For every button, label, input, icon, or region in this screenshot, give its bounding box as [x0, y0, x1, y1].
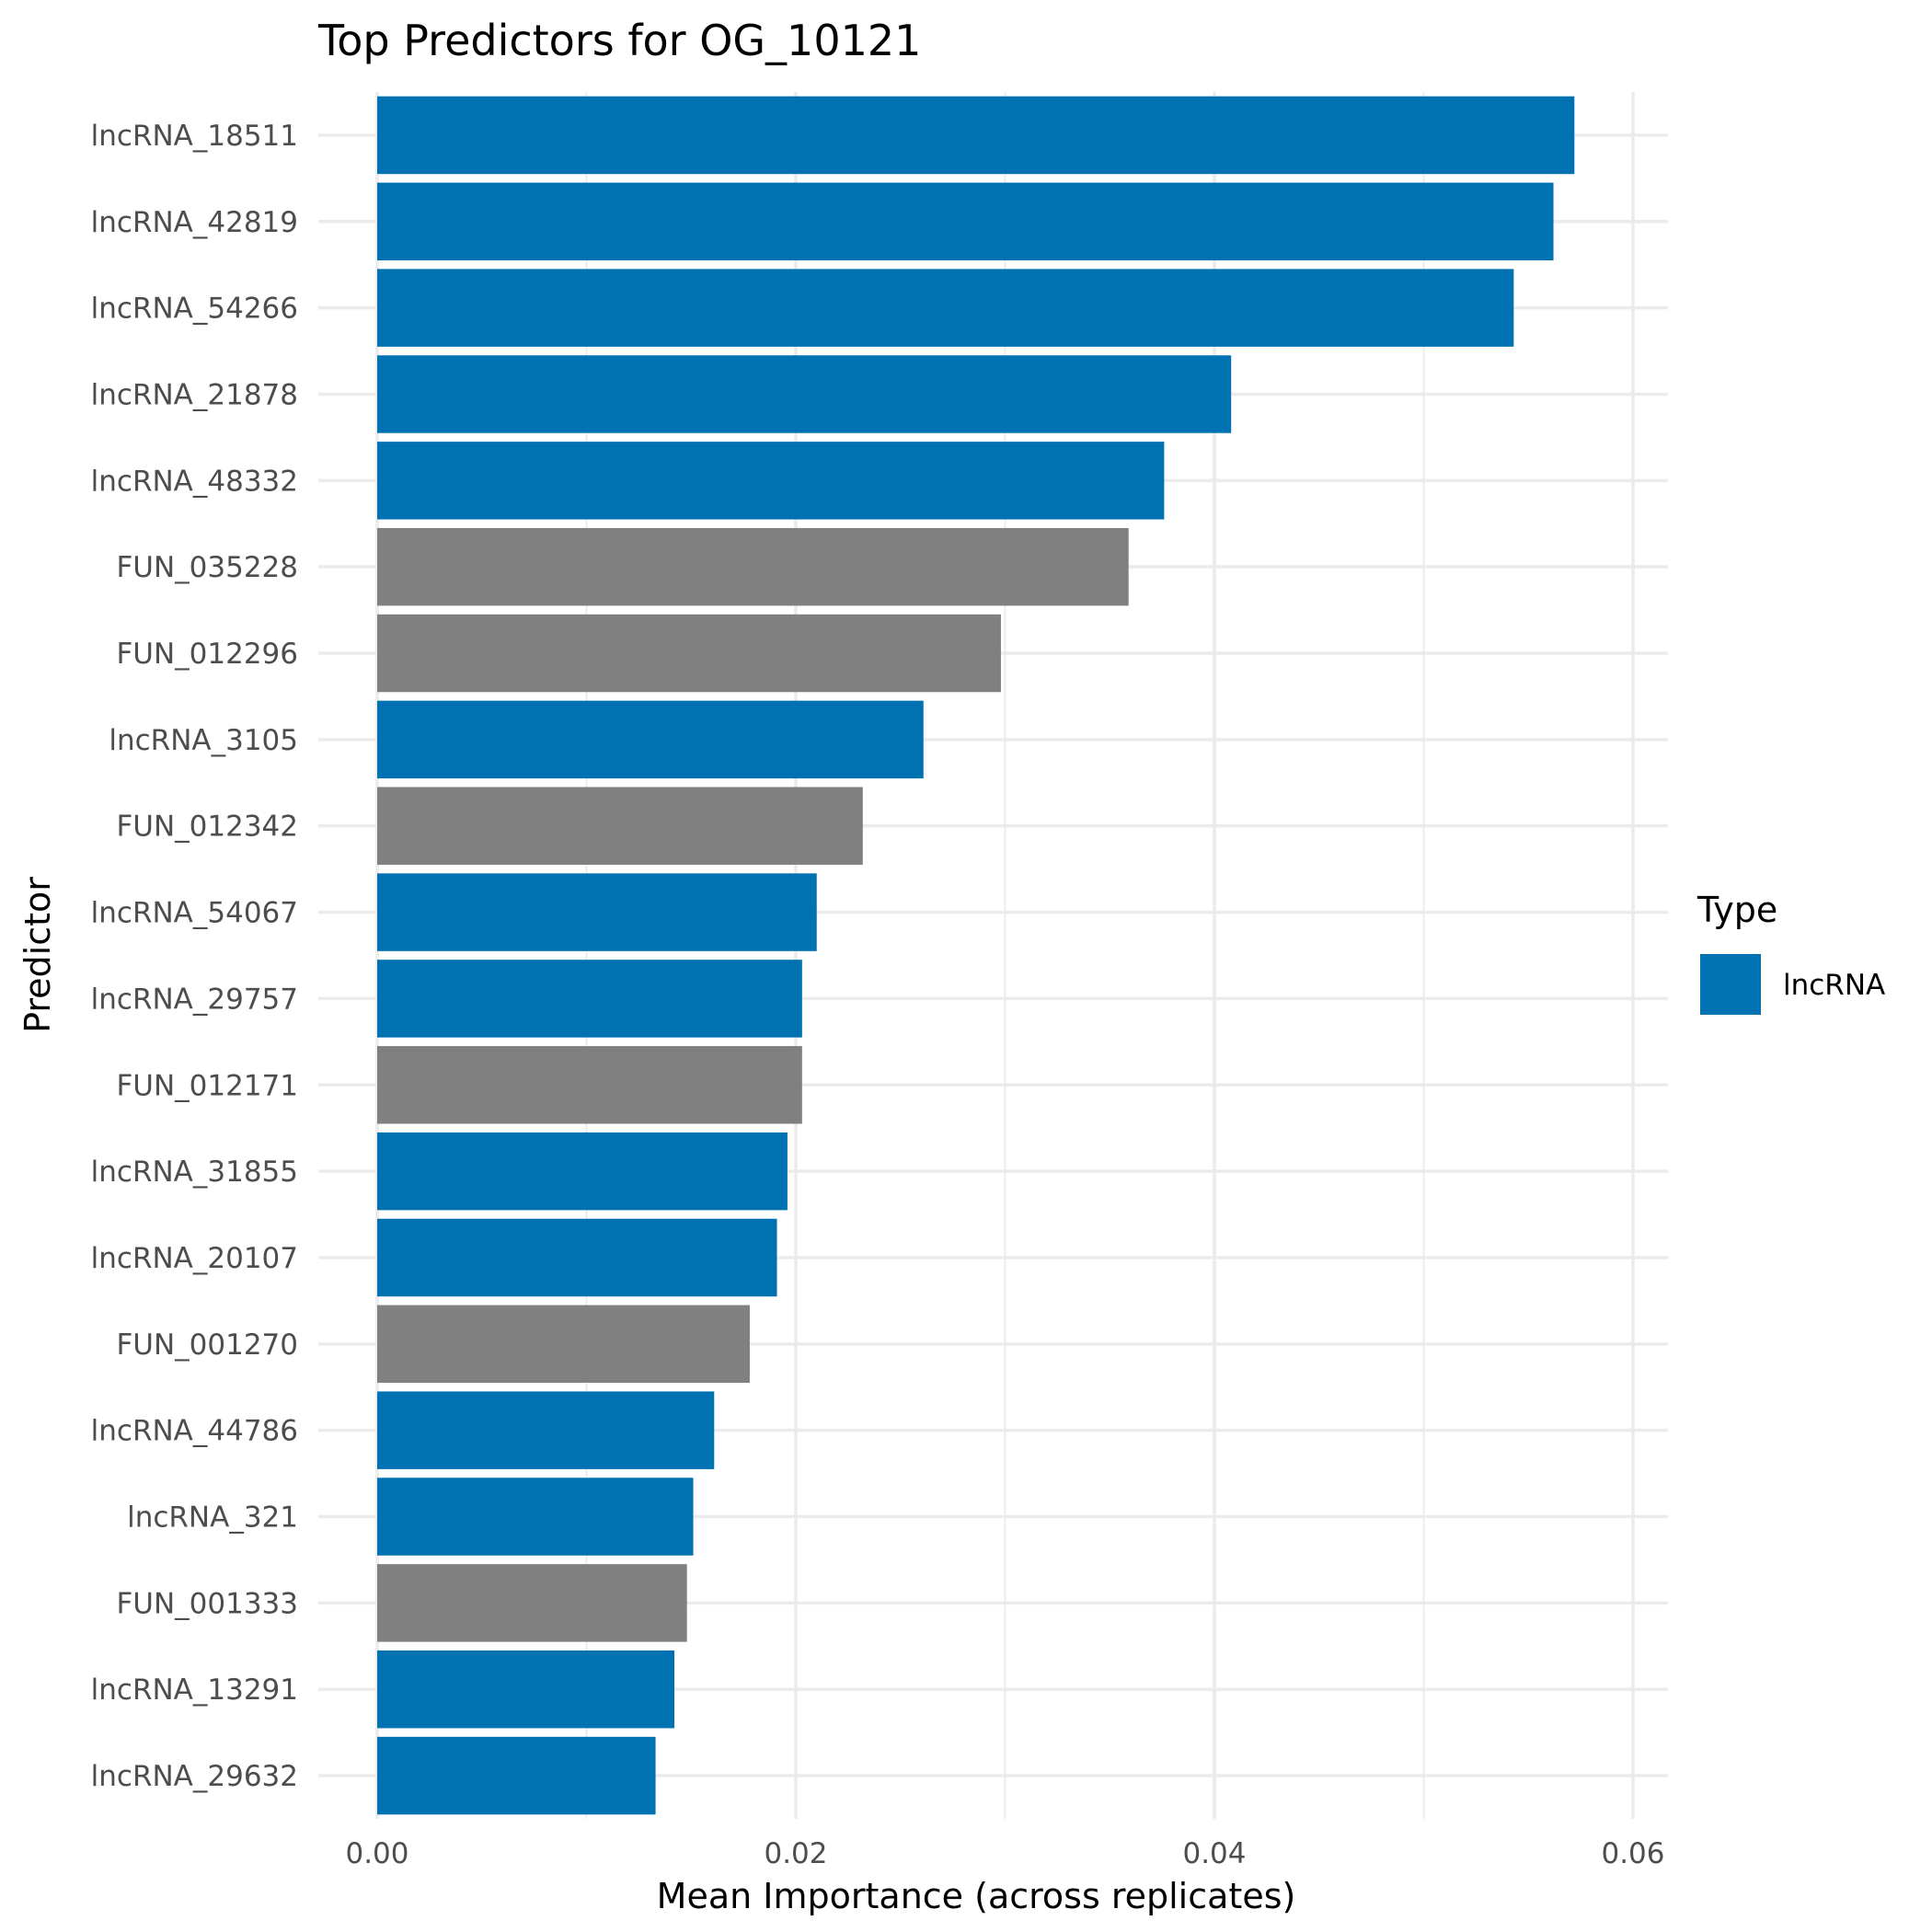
grid [318, 92, 1668, 1819]
bar-lncRNA_44786 [377, 1391, 715, 1469]
bar-FUN_001333 [377, 1564, 687, 1642]
bar-FUN_001270 [377, 1305, 750, 1384]
bar-lncRNA_42819 [377, 182, 1554, 261]
y-tick-label: lncRNA_21878 [91, 378, 298, 411]
bar-lncRNA_13291 [377, 1650, 675, 1729]
y-tick-label: lncRNA_20107 [91, 1242, 298, 1275]
bar-lncRNA_54067 [377, 873, 817, 951]
bar-FUN_012296 [377, 614, 1001, 693]
y-tick-label: lncRNA_18511 [91, 120, 298, 153]
y-tick-label: lncRNA_44786 [91, 1415, 298, 1448]
y-tick-label: lncRNA_54067 [91, 897, 298, 930]
y-axis-tick-labels: lncRNA_18511 lncRNA_42819 lncRNA_54266 lncR… [91, 120, 298, 1793]
y-tick-label: lncRNA_31855 [91, 1156, 298, 1189]
bar-FUN_012171 [377, 1046, 802, 1124]
bar-lncRNA_48332 [377, 442, 1165, 520]
bar-lncRNA_29757 [377, 960, 802, 1038]
y-tick-label: lncRNA_13291 [91, 1673, 298, 1707]
y-tick-label: lncRNA_3105 [109, 724, 298, 757]
bar-lncRNA_21878 [377, 355, 1232, 433]
bar-FUN_012342 [377, 787, 863, 865]
y-tick-label: lncRNA_48332 [91, 465, 298, 498]
y-tick-label: FUN_012171 [116, 1069, 298, 1102]
x-tick-label: 0.02 [764, 1837, 827, 1870]
x-axis-title: Mean Importance (across replicates) [657, 1876, 1296, 1916]
y-tick-label: FUN_001333 [116, 1587, 298, 1620]
bar-lncRNA_18511 [377, 96, 1575, 175]
x-axis-tick-labels: 0.00 0.02 0.04 0.06 [345, 1837, 1664, 1870]
x-tick-label: 0.00 [345, 1837, 408, 1870]
y-tick-label: lncRNA_29757 [91, 983, 298, 1016]
bar-lncRNA_20107 [377, 1218, 777, 1297]
y-tick-label: FUN_001270 [116, 1328, 298, 1362]
bars [377, 96, 1575, 1815]
y-tick-label: FUN_035228 [116, 551, 298, 584]
chart-title: Top Predictors for OG_10121 [317, 16, 921, 65]
y-tick-label: FUN_012342 [116, 811, 298, 844]
y-tick-label: FUN_012296 [116, 638, 298, 671]
bar-lncRNA_54266 [377, 269, 1514, 347]
y-tick-label: lncRNA_321 [127, 1501, 298, 1535]
bar-lncRNA_321 [377, 1478, 694, 1556]
y-tick-label: lncRNA_29632 [91, 1760, 298, 1793]
bar-lncRNA_3105 [377, 700, 924, 779]
y-axis-title: Predictor [17, 877, 58, 1033]
legend-swatch [1700, 954, 1761, 1015]
bar-lncRNA_29632 [377, 1736, 656, 1815]
legend-label: lncRNA [1783, 969, 1885, 1002]
x-tick-label: 0.04 [1182, 1837, 1246, 1870]
x-tick-label: 0.06 [1601, 1837, 1664, 1870]
y-tick-label: lncRNA_54266 [91, 293, 298, 326]
legend: Type lncRNA [1696, 890, 1885, 1015]
legend-title: Type [1696, 890, 1777, 930]
y-tick-label: lncRNA_42819 [91, 206, 298, 239]
bar-FUN_035228 [377, 527, 1129, 606]
bar-lncRNA_31855 [377, 1132, 788, 1211]
